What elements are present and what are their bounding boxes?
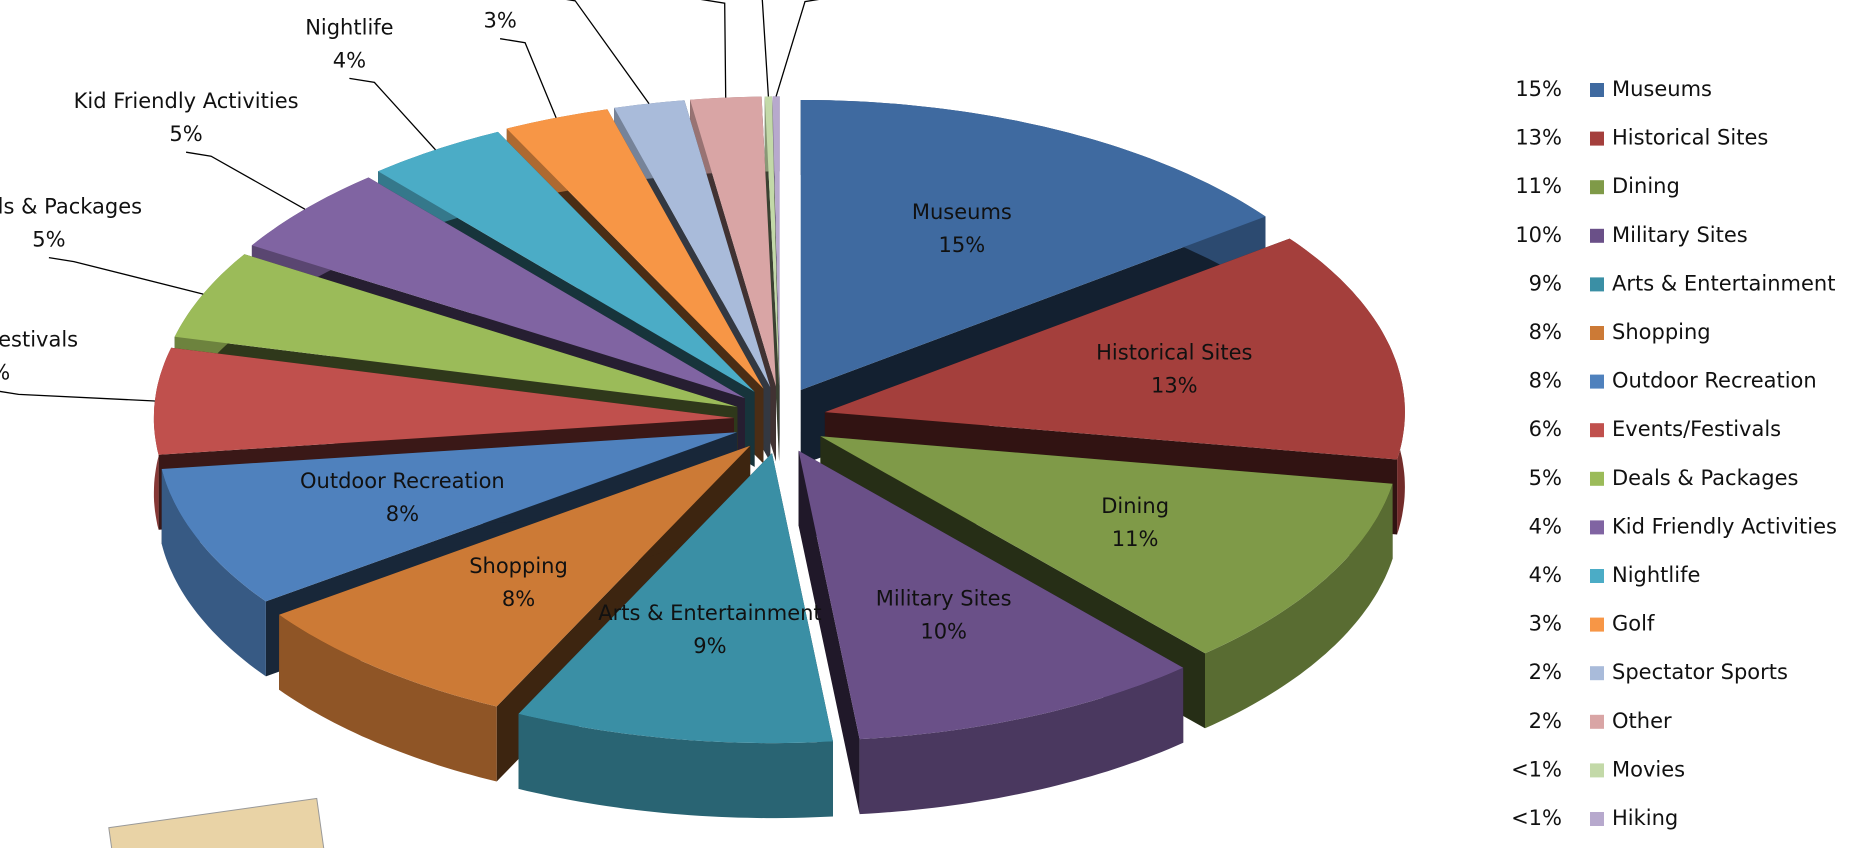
- leader-line: [349, 78, 435, 149]
- legend-label: Other: [1612, 709, 1672, 733]
- leader-line: [550, 0, 649, 104]
- data-label-name: Dining: [1101, 494, 1169, 518]
- legend-percent: 8%: [1529, 320, 1562, 344]
- legend-percent: 5%: [1529, 466, 1562, 490]
- legend-swatch: [1590, 83, 1604, 97]
- legend-percent: <1%: [1511, 757, 1562, 781]
- legend-label: Kid Friendly Activities: [1612, 514, 1837, 538]
- legend-percent: 11%: [1515, 174, 1562, 198]
- legend-swatch: [1590, 132, 1604, 146]
- data-label-value: 8%: [502, 587, 535, 611]
- legend-swatch: [1590, 812, 1604, 826]
- legend-label: Golf: [1612, 612, 1655, 636]
- data-label-name: Outdoor Recreation: [300, 469, 505, 493]
- leader-line: [186, 152, 305, 209]
- data-label-value: 10%: [920, 619, 967, 643]
- data-label-value: 8%: [386, 502, 419, 526]
- data-label-name: Shopping: [469, 554, 568, 578]
- legend-swatch: [1590, 423, 1604, 437]
- legend-label: Outdoor Recreation: [1612, 369, 1817, 393]
- leader-line: [0, 390, 155, 401]
- legend-percent: 9%: [1529, 271, 1562, 295]
- legend-percent: 4%: [1529, 563, 1562, 587]
- legend-swatch: [1590, 375, 1604, 389]
- data-label-name: Arts & Entertainment: [598, 601, 821, 625]
- legend-swatch: [1590, 326, 1604, 340]
- data-label-name: Military Sites: [876, 586, 1012, 610]
- leader-line: [776, 0, 830, 96]
- data-label-name: Nightlife: [305, 15, 393, 39]
- legend-swatch: [1590, 472, 1604, 486]
- data-label-value: 15%: [939, 233, 986, 257]
- data-label-name: Historical Sites: [1096, 341, 1252, 365]
- legend-label: Dining: [1612, 174, 1680, 198]
- chart: Museums 15% Historical Sites 13% Dining 11% Mi…: [0, 0, 1853, 848]
- data-label-value: 11%: [1112, 527, 1159, 551]
- leader-line: [49, 258, 203, 295]
- legend-percent: 8%: [1529, 369, 1562, 393]
- legend-label: Hiking: [1612, 806, 1678, 830]
- legend-label: Events/Festivals: [1612, 417, 1781, 441]
- legend-label: Arts & Entertainment: [1612, 271, 1835, 295]
- legend-swatch: [1590, 569, 1604, 583]
- legend-swatch: [1590, 520, 1604, 534]
- legend-percent: 3%: [1529, 612, 1562, 636]
- legend-label: Nightlife: [1612, 563, 1700, 587]
- data-label-name: Museums: [912, 200, 1012, 224]
- legend-percent: 10%: [1515, 223, 1562, 247]
- legend-label: Military Sites: [1612, 223, 1748, 247]
- legend-percent: 15%: [1515, 77, 1562, 101]
- data-label-value: 4%: [333, 48, 366, 72]
- data-label-value: 9%: [693, 634, 726, 658]
- legend-label: Museums: [1612, 77, 1712, 101]
- data-label-name: Deals & Packages: [0, 195, 142, 219]
- legend-swatch: [1590, 180, 1604, 194]
- data-label-name: Events/Festivals: [0, 327, 78, 351]
- data-label-value: 6%: [0, 360, 10, 384]
- legend-swatch: [1590, 666, 1604, 680]
- data-label-value: 13%: [1151, 374, 1198, 398]
- data-label-value: 5%: [32, 228, 65, 252]
- legend-percent: <1%: [1511, 806, 1562, 830]
- legend-percent: 6%: [1529, 417, 1562, 441]
- legend-swatch: [1590, 229, 1604, 243]
- legend-swatch: [1590, 277, 1604, 291]
- legend-swatch: [1590, 618, 1604, 632]
- data-label-value: 5%: [169, 122, 202, 146]
- legend-label: Deals & Packages: [1612, 466, 1798, 490]
- legend-swatch: [1590, 715, 1604, 729]
- legend-percent: 2%: [1529, 709, 1562, 733]
- data-label-value: 3%: [483, 9, 516, 33]
- legend-label: Shopping: [1612, 320, 1711, 344]
- legend-label: Spectator Sports: [1612, 660, 1788, 684]
- photo-corner: [109, 798, 325, 848]
- leader-line: [700, 0, 726, 98]
- legend-percent: 4%: [1529, 514, 1562, 538]
- data-label-name: Kid Friendly Activities: [74, 89, 299, 113]
- leader-line: [500, 39, 556, 118]
- legend-label: Historical Sites: [1612, 126, 1768, 150]
- legend-swatch: [1590, 763, 1604, 777]
- legend-percent: 13%: [1515, 126, 1562, 150]
- legend-label: Movies: [1612, 757, 1685, 781]
- legend-percent: 2%: [1529, 660, 1562, 684]
